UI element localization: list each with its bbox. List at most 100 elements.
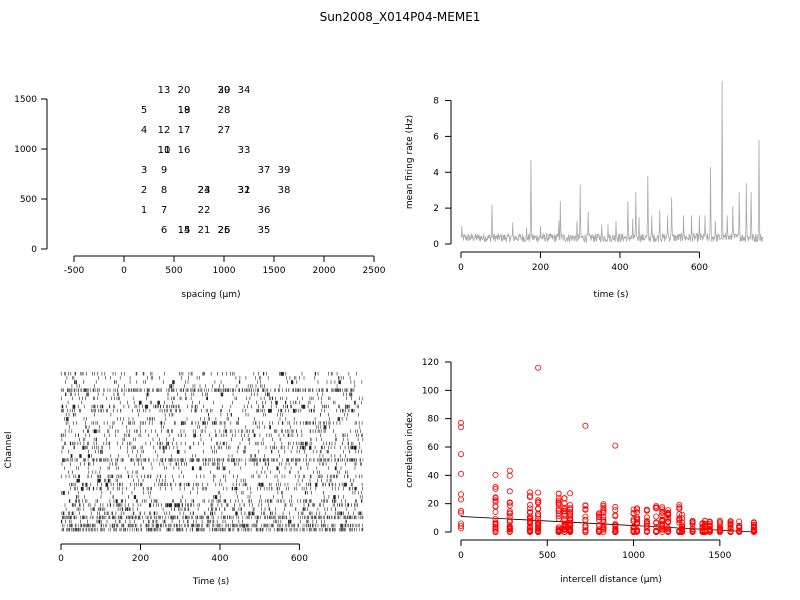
data-point <box>457 520 464 527</box>
data-point <box>506 467 513 474</box>
data-point <box>561 528 568 535</box>
raster-panel: Time (s) Channel 0 200 400 600 <box>4 372 364 587</box>
electrode-label: 22 <box>198 205 211 216</box>
electrode-label: 14 <box>178 225 191 236</box>
y-tick-label: 0 <box>31 245 37 255</box>
electrode-label: 30 <box>218 85 231 96</box>
y-axis-label: correlation index <box>405 411 415 487</box>
data-point <box>653 527 660 534</box>
data-point <box>659 522 666 529</box>
data-point <box>736 525 743 532</box>
raster-row <box>65 413 359 417</box>
data-point <box>492 519 499 526</box>
data-point <box>535 529 542 536</box>
raster-row <box>62 523 363 528</box>
electrode-label: 21 <box>198 225 211 236</box>
data-point <box>634 515 641 522</box>
data-point <box>492 508 499 515</box>
y-tick-label: 500 <box>20 195 37 205</box>
raster-row <box>61 408 355 413</box>
data-point <box>630 528 637 535</box>
data-point <box>492 485 499 492</box>
page-title: Sun2008_X014P04-MEME1 <box>319 10 481 24</box>
y-tick-label: 2 <box>433 204 439 214</box>
data-point <box>736 518 743 525</box>
data-point <box>582 522 589 529</box>
electrode-label: 23 <box>198 185 211 196</box>
data-point <box>706 528 713 535</box>
raster-row <box>61 437 364 442</box>
raster-row <box>69 482 363 487</box>
electrode-label: 19 <box>178 105 191 116</box>
data-point <box>679 519 686 526</box>
x-tick-label: 400 <box>211 554 228 564</box>
raster-row <box>61 491 363 495</box>
data-point <box>535 497 542 504</box>
data-point <box>535 513 542 520</box>
data-point <box>506 519 513 526</box>
y-tick-label: 80 <box>428 415 440 425</box>
data-point <box>736 527 743 534</box>
data-point <box>643 522 650 529</box>
data-point <box>561 525 568 532</box>
raster-row <box>65 507 356 511</box>
raster-row <box>65 421 363 426</box>
data-point <box>600 516 607 523</box>
electrode-label: 36 <box>258 205 271 216</box>
data-point <box>750 523 757 530</box>
data-point <box>582 524 589 531</box>
raster-row <box>60 372 357 376</box>
data-point <box>567 522 574 529</box>
data-point <box>567 506 574 513</box>
data-point <box>561 523 568 530</box>
raster-row <box>65 380 363 385</box>
data-point <box>561 513 568 520</box>
data-point <box>600 501 607 508</box>
data-point <box>555 510 562 517</box>
electrode-label: 31 <box>238 185 251 196</box>
data-point <box>492 528 499 535</box>
data-point <box>492 483 499 490</box>
data-point <box>600 506 607 513</box>
data-point <box>600 524 607 531</box>
x-tick-label: 600 <box>691 263 708 273</box>
raster-row <box>64 441 360 446</box>
data-point <box>457 451 464 458</box>
raster-row <box>69 425 361 430</box>
data-point <box>506 525 513 532</box>
raster-row <box>61 449 362 454</box>
data-point <box>567 528 574 535</box>
electrode-label: 1 <box>141 205 147 216</box>
electrode-layout-panel: spacing (µm) -500 0 500 1000 1500 2000 2500 0 50… <box>14 85 386 300</box>
data-point <box>555 515 562 522</box>
electrode-label: 33 <box>238 145 251 156</box>
data-point <box>689 527 696 534</box>
data-point <box>612 507 619 514</box>
data-point <box>653 524 660 531</box>
data-point <box>665 510 672 517</box>
y-tick-label: 6 <box>433 132 439 142</box>
firing-rate-panel: time (s) mean firing rate (Hz) 0 200 400 60… <box>405 80 763 300</box>
raster-row <box>64 417 348 421</box>
y-axis-label: Channel <box>4 432 14 469</box>
data-point <box>600 514 607 521</box>
data-point <box>582 502 589 509</box>
data-point <box>653 513 660 520</box>
x-tick-label: 2500 <box>363 266 386 276</box>
electrode-label: 20 <box>178 85 191 96</box>
x-axis-label: Time (s) <box>192 577 230 587</box>
y-tick-label: 120 <box>422 358 439 368</box>
data-point <box>716 519 723 526</box>
data-point <box>535 519 542 526</box>
electrode-label: 11 <box>158 145 171 156</box>
x-tick-label: 200 <box>132 554 149 564</box>
data-point <box>653 504 660 511</box>
data-point <box>492 503 499 510</box>
raster-row <box>76 495 363 499</box>
data-point <box>665 507 672 514</box>
raster-row <box>62 458 364 463</box>
raster-row <box>71 384 356 389</box>
data-point <box>457 470 464 477</box>
data-point <box>643 518 650 525</box>
data-point <box>492 471 499 478</box>
